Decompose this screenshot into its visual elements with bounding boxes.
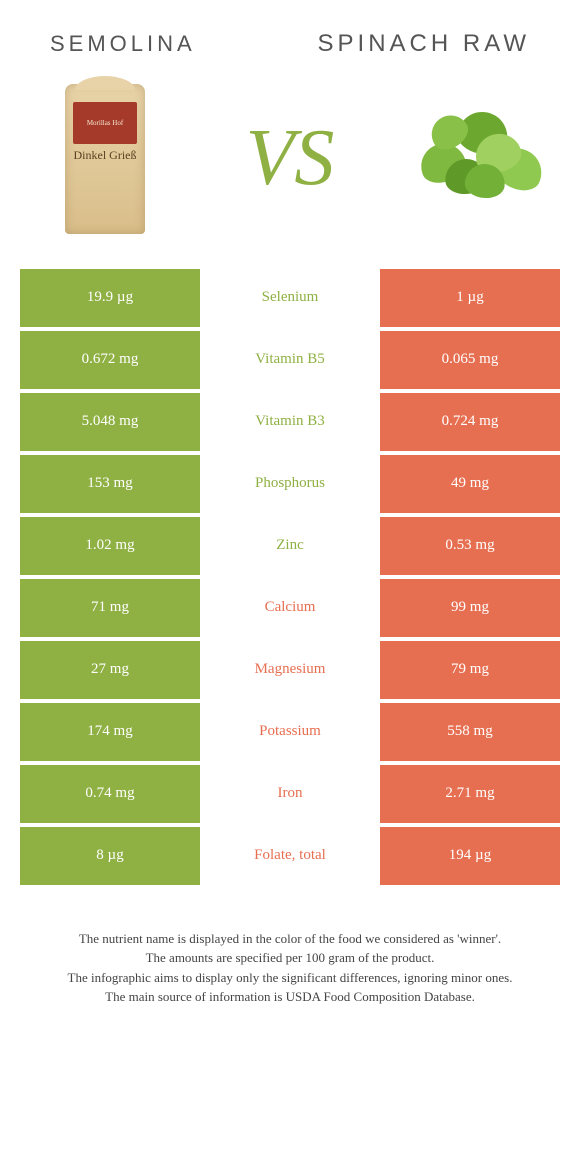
nutrient-row: 71 mgCalcium99 mg: [20, 579, 560, 637]
nutrient-name-cell: Potassium: [200, 703, 380, 761]
nutrient-name-cell: Magnesium: [200, 641, 380, 699]
right-food-title: SPINACH RAW: [290, 30, 540, 59]
nutrient-row: 27 mgMagnesium79 mg: [20, 641, 560, 699]
bag-brand-label: Morillas Hof: [73, 102, 137, 144]
nutrient-name-cell: Iron: [200, 765, 380, 823]
semolina-bag-icon: Morillas Hof Dinkel Grieß: [65, 84, 145, 234]
footnote-line: The nutrient name is displayed in the co…: [30, 929, 550, 949]
left-food-title: SEMOLINA: [40, 31, 290, 57]
vs-row: Morillas Hof Dinkel Grieß VS: [0, 69, 580, 269]
right-value-cell: 0.53 mg: [380, 517, 560, 575]
footnote-line: The amounts are specified per 100 gram o…: [30, 948, 550, 968]
footnote-line: The main source of information is USDA F…: [30, 987, 550, 1007]
nutrient-name-cell: Vitamin B3: [200, 393, 380, 451]
nutrient-name-cell: Phosphorus: [200, 455, 380, 513]
semolina-image: Morillas Hof Dinkel Grieß: [40, 79, 170, 239]
nutrient-name-cell: Zinc: [200, 517, 380, 575]
nutrient-row: 5.048 mgVitamin B30.724 mg: [20, 393, 560, 451]
nutrient-row: 1.02 mgZinc0.53 mg: [20, 517, 560, 575]
left-value-cell: 174 mg: [20, 703, 200, 761]
nutrient-row: 0.672 mgVitamin B50.065 mg: [20, 331, 560, 389]
nutrient-name-cell: Folate, total: [200, 827, 380, 885]
nutrient-name-cell: Calcium: [200, 579, 380, 637]
spinach-image: [410, 79, 540, 239]
left-value-cell: 8 µg: [20, 827, 200, 885]
vs-label: VS: [246, 113, 335, 204]
right-value-cell: 99 mg: [380, 579, 560, 637]
left-value-cell: 0.672 mg: [20, 331, 200, 389]
left-value-cell: 71 mg: [20, 579, 200, 637]
left-value-cell: 0.74 mg: [20, 765, 200, 823]
nutrient-row: 8 µgFolate, total194 µg: [20, 827, 560, 885]
header-titles: SEMOLINA SPINACH RAW: [0, 0, 580, 69]
right-value-cell: 1 µg: [380, 269, 560, 327]
spinach-leaves-icon: [410, 104, 540, 214]
right-value-cell: 558 mg: [380, 703, 560, 761]
right-value-cell: 2.71 mg: [380, 765, 560, 823]
nutrient-row: 174 mgPotassium558 mg: [20, 703, 560, 761]
bag-product-text: Dinkel Grieß: [65, 148, 145, 163]
right-value-cell: 79 mg: [380, 641, 560, 699]
left-value-cell: 153 mg: [20, 455, 200, 513]
left-value-cell: 1.02 mg: [20, 517, 200, 575]
right-value-cell: 0.724 mg: [380, 393, 560, 451]
footnote-line: The infographic aims to display only the…: [30, 968, 550, 988]
nutrient-row: 153 mgPhosphorus49 mg: [20, 455, 560, 513]
nutrient-row: 19.9 µgSelenium1 µg: [20, 269, 560, 327]
right-value-cell: 0.065 mg: [380, 331, 560, 389]
left-value-cell: 19.9 µg: [20, 269, 200, 327]
left-value-cell: 27 mg: [20, 641, 200, 699]
right-value-cell: 194 µg: [380, 827, 560, 885]
nutrient-comparison-table: 19.9 µgSelenium1 µg0.672 mgVitamin B50.0…: [20, 269, 560, 885]
footnotes: The nutrient name is displayed in the co…: [0, 889, 580, 1007]
nutrient-name-cell: Vitamin B5: [200, 331, 380, 389]
left-value-cell: 5.048 mg: [20, 393, 200, 451]
nutrient-row: 0.74 mgIron2.71 mg: [20, 765, 560, 823]
nutrient-name-cell: Selenium: [200, 269, 380, 327]
right-value-cell: 49 mg: [380, 455, 560, 513]
